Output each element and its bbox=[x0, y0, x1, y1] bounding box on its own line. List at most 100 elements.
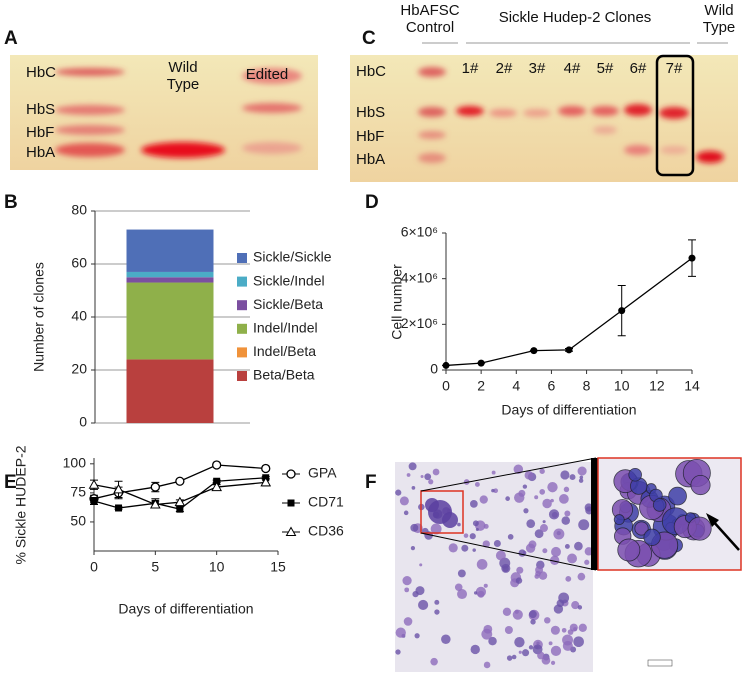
data-point bbox=[477, 359, 485, 367]
cell bbox=[584, 559, 590, 565]
cell bbox=[499, 557, 511, 569]
data-point bbox=[565, 346, 573, 354]
cell bbox=[538, 571, 548, 580]
cell bbox=[473, 591, 478, 595]
x-tick-label: 8 bbox=[583, 378, 591, 394]
legend-label: Beta/Beta bbox=[253, 367, 315, 383]
zoom-cell bbox=[634, 521, 649, 536]
legend-marker bbox=[285, 526, 297, 536]
data-point bbox=[90, 497, 98, 505]
cell bbox=[578, 623, 587, 632]
cell bbox=[523, 508, 529, 514]
cell bbox=[495, 550, 506, 561]
x-tick-label: 15 bbox=[270, 559, 286, 575]
cell bbox=[522, 649, 530, 657]
cell bbox=[481, 628, 493, 640]
cell bbox=[549, 555, 560, 566]
cell bbox=[403, 510, 409, 516]
y-tick-label: 2×10⁶ bbox=[401, 315, 438, 331]
cell bbox=[561, 516, 570, 525]
cell bbox=[406, 473, 411, 477]
y-tick-label: 60 bbox=[71, 255, 87, 271]
zoom-cells bbox=[611, 458, 712, 568]
line bbox=[445, 257, 693, 367]
data-point bbox=[213, 477, 221, 485]
band-label: HbA bbox=[26, 144, 56, 161]
lane-label: Edited bbox=[245, 66, 289, 83]
cell bbox=[399, 496, 409, 506]
cell bbox=[569, 474, 576, 481]
cell bbox=[502, 607, 512, 616]
cell bbox=[528, 645, 534, 650]
x-axis-label: Days of differentiation bbox=[501, 402, 636, 418]
arrow-shaft bbox=[711, 519, 740, 551]
x-tick-label: 0 bbox=[442, 378, 450, 394]
cell bbox=[548, 509, 560, 520]
cell bbox=[469, 533, 476, 540]
cell bbox=[522, 484, 528, 489]
lane-label: 6# bbox=[629, 60, 647, 77]
cell bbox=[434, 609, 440, 615]
cell bbox=[564, 544, 570, 549]
data-point bbox=[113, 483, 124, 494]
legend-swatch bbox=[237, 253, 247, 263]
cell bbox=[542, 520, 546, 524]
y-tick-label: 100 bbox=[63, 455, 87, 471]
cell bbox=[548, 641, 553, 646]
y-tick-label: 0 bbox=[79, 414, 87, 430]
gel-bands bbox=[55, 68, 302, 158]
cell bbox=[483, 661, 491, 669]
cell bbox=[516, 566, 524, 574]
cell bbox=[539, 489, 546, 495]
band-label: HbF bbox=[356, 128, 385, 145]
cell bbox=[395, 627, 406, 638]
zoom-cell bbox=[652, 498, 667, 512]
x-tick-label: 4 bbox=[512, 378, 520, 394]
cell bbox=[584, 547, 594, 556]
group-label: HbAFSC Control bbox=[400, 2, 460, 36]
cell bbox=[544, 617, 551, 624]
cell bbox=[573, 636, 584, 648]
y-tick-label: 4×10⁶ bbox=[401, 269, 438, 285]
cell bbox=[567, 553, 577, 564]
panel-label: D bbox=[365, 192, 379, 213]
cell bbox=[457, 589, 468, 600]
cell bbox=[574, 541, 583, 551]
lane-label: 3# bbox=[528, 60, 546, 77]
legend-label: GPA bbox=[308, 465, 337, 481]
cell bbox=[571, 601, 580, 610]
cell bbox=[577, 605, 583, 610]
x-tick-label: 2 bbox=[477, 378, 485, 394]
cell bbox=[488, 636, 497, 646]
legend-swatch bbox=[237, 300, 247, 311]
cell bbox=[461, 544, 469, 552]
data-point bbox=[261, 463, 271, 474]
group-label: Wild Type bbox=[702, 2, 736, 36]
cell-cluster bbox=[425, 498, 439, 512]
band-label: HbF bbox=[26, 124, 55, 141]
cell bbox=[507, 533, 514, 540]
data-point bbox=[688, 254, 696, 262]
cell bbox=[415, 586, 425, 596]
cell bbox=[541, 655, 551, 665]
zoom-cell bbox=[690, 474, 711, 496]
band-label: HbC bbox=[356, 63, 387, 80]
gel-c bbox=[350, 42, 738, 182]
y-tick-label: 0 bbox=[430, 361, 438, 377]
lane-label: Wild Type bbox=[166, 59, 200, 93]
cell bbox=[550, 625, 560, 635]
cell bbox=[432, 468, 440, 476]
cell bbox=[539, 468, 545, 474]
cell bbox=[410, 546, 416, 551]
data-point bbox=[212, 460, 222, 470]
cell bbox=[564, 510, 571, 517]
cell bbox=[514, 609, 519, 614]
cell bbox=[562, 634, 574, 646]
cell bbox=[553, 528, 565, 540]
cell bbox=[577, 572, 586, 581]
cell-cluster bbox=[442, 512, 458, 528]
band-label: HbC bbox=[26, 64, 57, 81]
zoom-cell bbox=[617, 538, 641, 562]
